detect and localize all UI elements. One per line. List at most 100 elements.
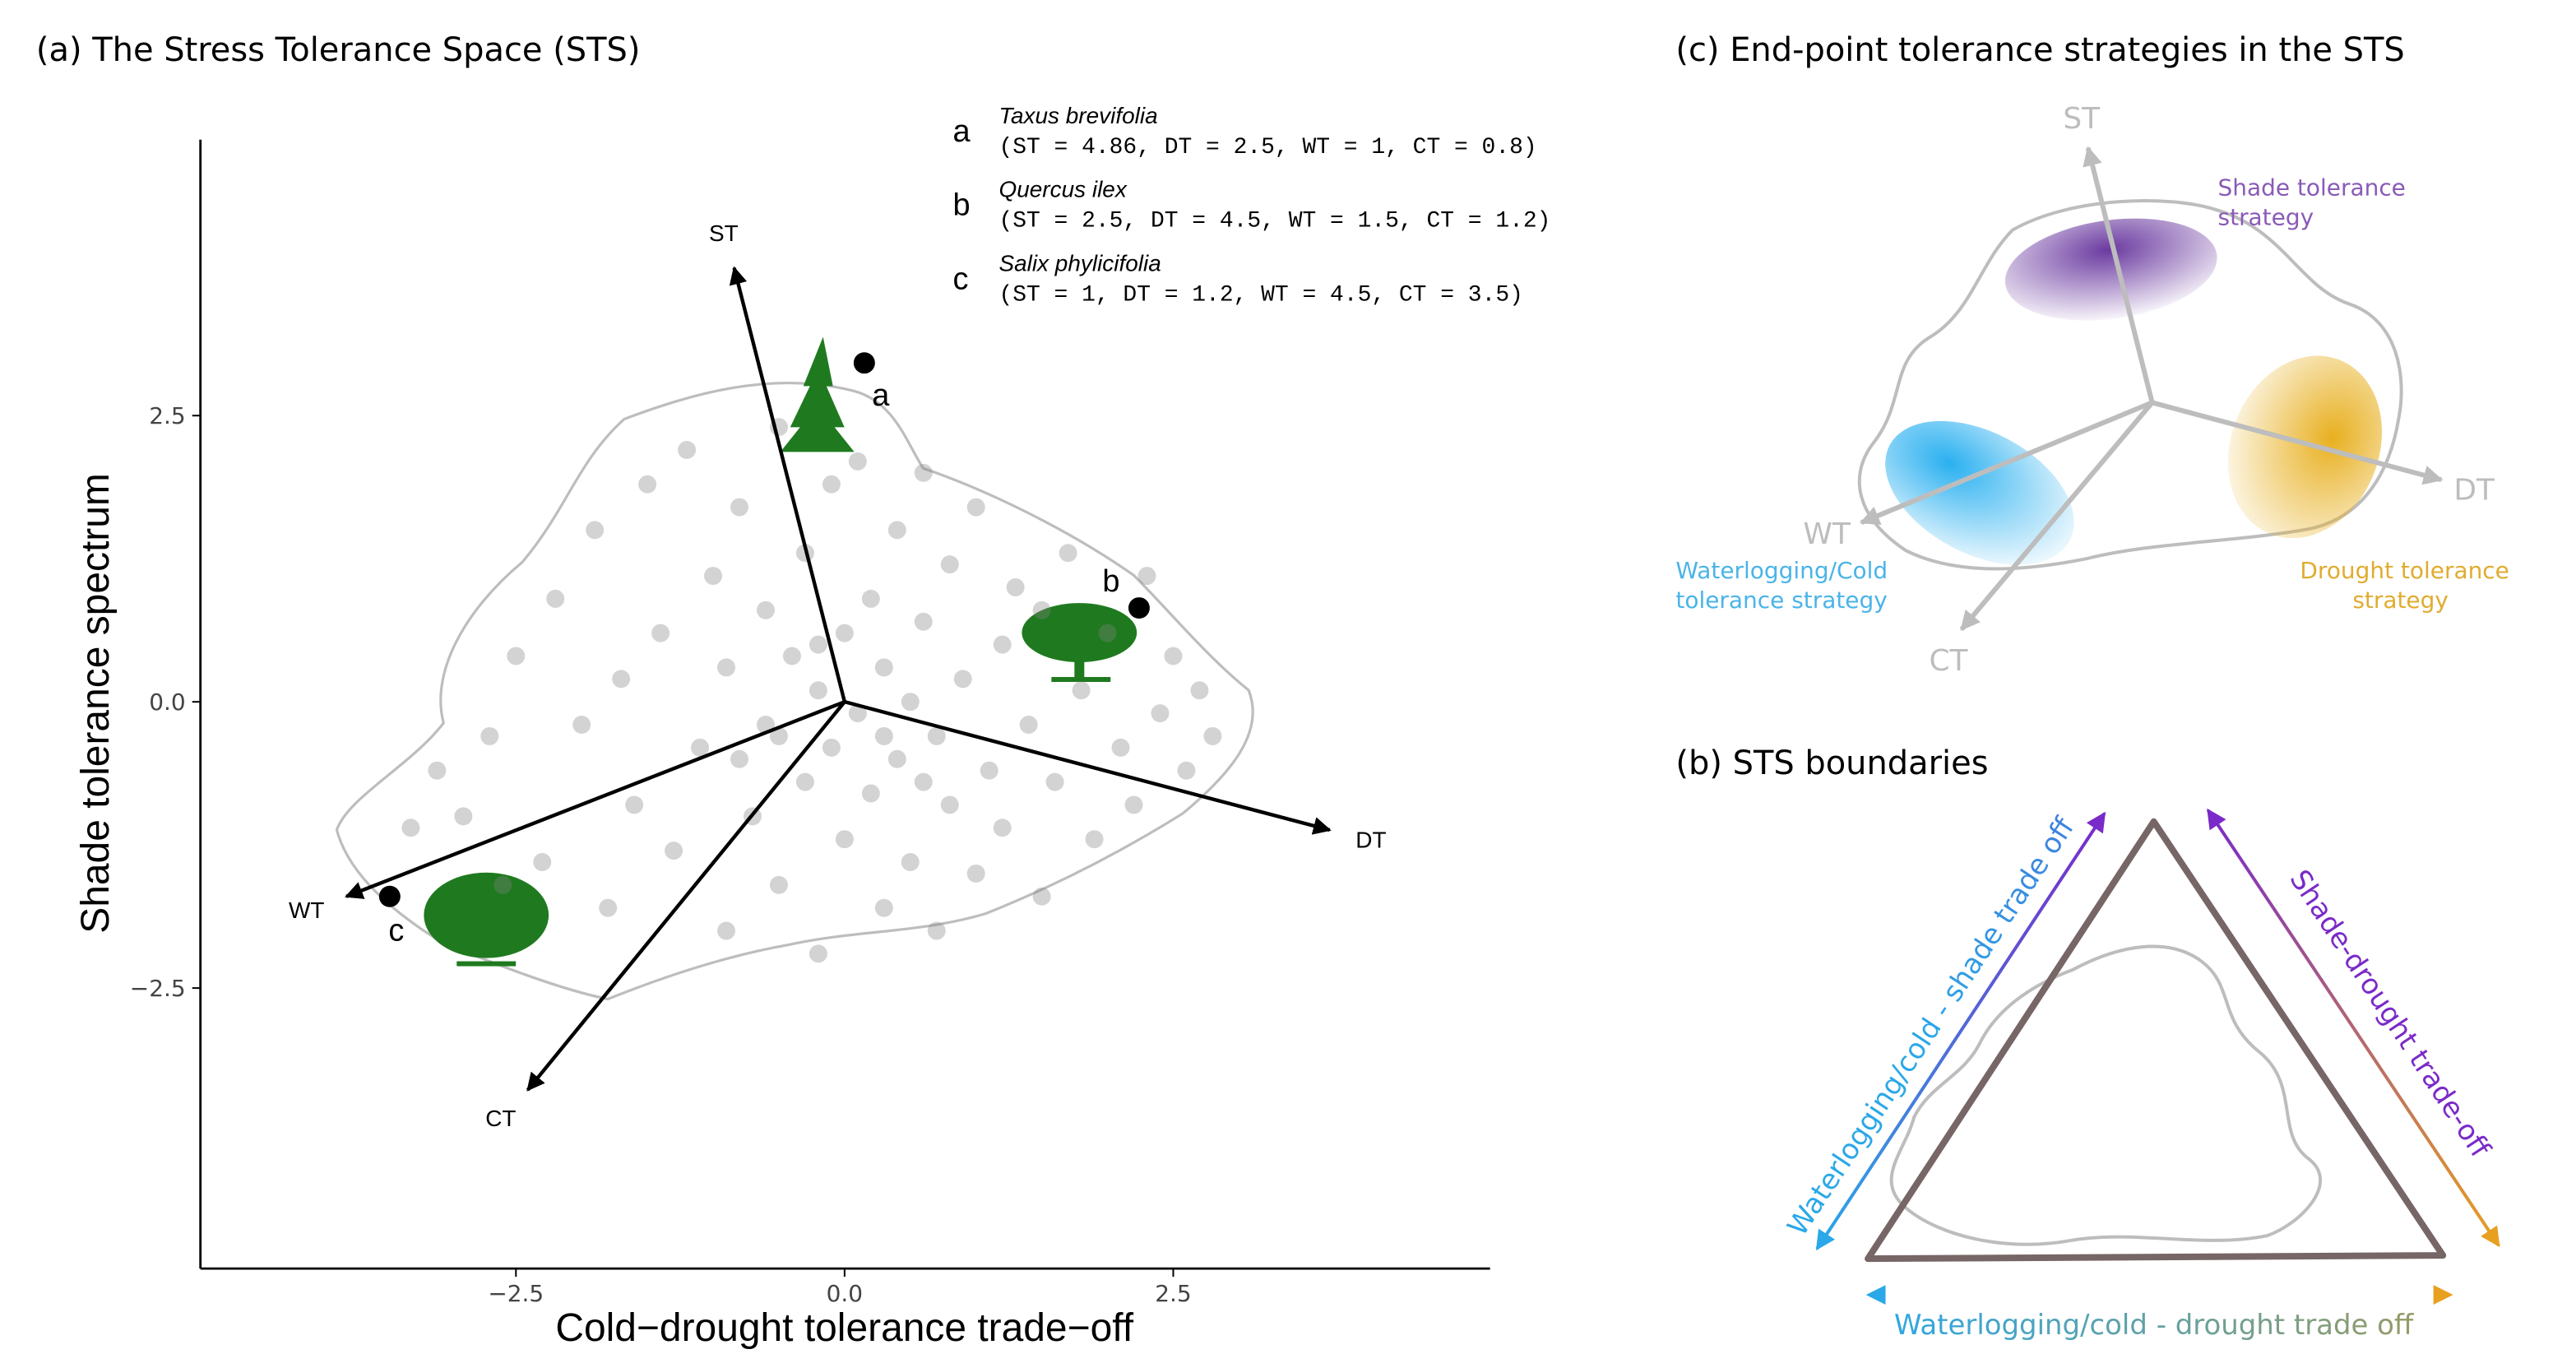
species-point [928, 727, 946, 745]
point-letter: b [1102, 564, 1119, 599]
tradeoff-arrow [1817, 814, 2105, 1249]
y-tick-label: −2.5 [130, 975, 186, 1002]
species-point [730, 498, 748, 517]
species-point [1164, 647, 1182, 665]
species-point [665, 842, 683, 860]
species-point [717, 658, 735, 676]
x-tick-label: 0.0 [827, 1280, 863, 1307]
species-point [1059, 544, 1077, 562]
species-point [822, 475, 841, 494]
axis-label: CT [1929, 644, 1968, 678]
legend-letter: c [953, 262, 969, 297]
tree-icon [781, 337, 855, 452]
highlight-point [1128, 597, 1150, 619]
legend-traits: (ST = 4.86, DT = 2.5, WT = 1, CT = 0.8) [998, 135, 1536, 160]
legend-traits: (ST = 2.5, DT = 4.5, WT = 1.5, CT = 1.2) [998, 209, 1550, 234]
species-point [1073, 681, 1091, 699]
x-tick-label: −2.5 [488, 1280, 544, 1307]
species-point [1190, 681, 1208, 699]
species-point [1125, 795, 1143, 814]
species-point [954, 670, 972, 688]
figure: (a) The Stress Tolerance Space (STS) Col… [0, 0, 2576, 1354]
strategy-label: Waterlogging/Cold tolerance strategy [1675, 557, 1888, 614]
species-point [980, 762, 998, 780]
species-point [994, 636, 1012, 654]
drought-region [2201, 332, 2408, 561]
species-point [717, 922, 735, 940]
species-point [915, 773, 933, 791]
species-point [928, 922, 946, 940]
species-point [1151, 704, 1170, 722]
species-point [809, 681, 827, 699]
label-line: Shade tolerance [2218, 174, 2406, 202]
species-point [875, 727, 893, 745]
tradeoff-label: Waterlogging/cold - drought trade off [1894, 1309, 2415, 1342]
y-tick-label: 2.5 [149, 402, 185, 429]
species-point [730, 750, 748, 768]
loading-arrow [528, 702, 845, 1090]
label-line: Waterlogging/Cold [1675, 557, 1888, 584]
legend-letter: b [953, 188, 971, 223]
legend-traits: (ST = 1, DT = 1.2, WT = 4.5, CT = 3.5) [998, 283, 1522, 308]
species-point [849, 452, 867, 471]
loading-label: ST [709, 220, 739, 246]
loading-label: WT [289, 897, 324, 923]
species-point [770, 876, 788, 894]
axis-label: WT [1803, 517, 1851, 551]
species-point [1046, 773, 1064, 791]
species-point [888, 750, 906, 768]
legend-letter: a [953, 114, 971, 149]
species-point [507, 647, 525, 665]
y-axis-title: Shade tolerance spectrum [74, 473, 118, 934]
species-point [704, 567, 722, 585]
species-point [836, 624, 854, 642]
species-point [1177, 762, 1195, 780]
species-point [757, 601, 775, 619]
species-point [994, 818, 1012, 837]
axis-label: DT [2453, 473, 2495, 507]
loading-label: DT [1355, 827, 1386, 852]
species-point [796, 773, 814, 791]
species-point [599, 899, 617, 917]
species-point [533, 853, 551, 871]
species-point [901, 693, 920, 711]
legend-name: Salix phylicifolia [998, 251, 1161, 276]
label-line: Drought tolerance [2300, 557, 2509, 584]
species-point [1020, 716, 1038, 734]
species-point [1112, 739, 1130, 757]
species-point [901, 853, 920, 871]
label-line: tolerance strategy [1675, 587, 1887, 614]
species-point [862, 785, 880, 803]
species-point [875, 899, 893, 917]
species-point [586, 521, 604, 539]
loading-arrow [845, 702, 1330, 830]
tree-icon [424, 873, 549, 967]
tradeoff-label: Waterlogging/cold - shade trade off [1781, 811, 2082, 1242]
species-point [1033, 601, 1051, 619]
species-point [546, 590, 564, 608]
species-point [941, 795, 959, 814]
species-point [862, 590, 880, 608]
tradeoff-arrow [2208, 810, 2500, 1245]
label-line: strategy [2352, 587, 2449, 614]
species-point [612, 670, 630, 688]
species-point [822, 739, 841, 757]
species-point [493, 876, 512, 894]
species-point [875, 658, 893, 676]
species-point [809, 944, 827, 962]
tradeoff-label: Shade-drought trade-off [2283, 864, 2498, 1164]
point-letter: c [388, 914, 404, 948]
species-point [888, 521, 906, 539]
species-point [1086, 830, 1104, 848]
y-tick-label: 0.0 [149, 689, 185, 716]
species-point [678, 441, 696, 459]
species-point [967, 498, 985, 517]
species-point [1033, 888, 1051, 906]
label-line: strategy [2218, 204, 2314, 231]
species-point [401, 818, 419, 837]
species-point [428, 762, 446, 780]
axis-label: ST [2063, 102, 2101, 136]
species-point [1203, 727, 1221, 745]
species-point [783, 647, 801, 665]
